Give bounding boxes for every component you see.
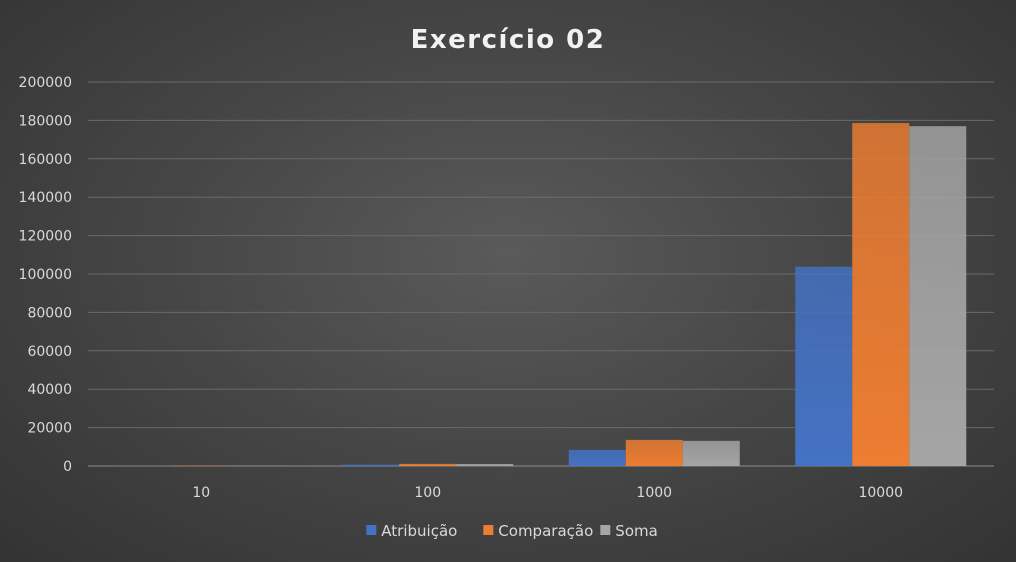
- bar-soma-100: [456, 463, 514, 466]
- y-tick-label: 100000: [19, 267, 72, 283]
- y-tick-label: 180000: [19, 113, 72, 129]
- y-tick-label: 60000: [27, 344, 72, 360]
- y-axis-ticks: 0 20000 40000 60000 80000 100000 120000 140000 1…: [19, 75, 72, 475]
- legend-label: Atribuição: [381, 522, 457, 540]
- y-tick-label: 0: [63, 459, 72, 475]
- legend-swatch: [600, 525, 611, 535]
- x-tick-label: 100: [414, 485, 441, 501]
- y-tick-label: 120000: [19, 229, 72, 245]
- bar-atribuição-100: [342, 464, 400, 466]
- legend-label: Soma: [615, 522, 658, 540]
- y-tick-label: 40000: [27, 382, 72, 398]
- bar-comparação-10000: [852, 123, 910, 466]
- y-tick-label: 80000: [27, 305, 72, 321]
- bar-atribuição-10000: [795, 266, 853, 466]
- bar-soma-10000: [909, 126, 967, 466]
- legend-label: Comparação: [498, 522, 593, 540]
- x-tick-label: 10: [192, 485, 210, 501]
- x-axis-ticks: 10 100 1000 10000: [192, 485, 903, 501]
- legend-swatch: [483, 525, 494, 535]
- x-tick-label: 1000: [636, 485, 672, 501]
- legend-swatch: [366, 525, 377, 535]
- bar-comparação-100: [399, 463, 457, 466]
- y-tick-label: 20000: [27, 421, 72, 437]
- gridlines: [88, 81, 994, 467]
- y-tick-label: 140000: [19, 190, 72, 206]
- bar-comparação-1000: [625, 439, 683, 466]
- legend: Atribuição Comparação Soma: [366, 522, 658, 540]
- bars: [115, 123, 967, 466]
- x-tick-label: 10000: [858, 485, 903, 501]
- y-tick-label: 160000: [19, 152, 72, 168]
- chart-title: Exercício 02: [411, 25, 606, 55]
- bar-atribuição-1000: [568, 449, 626, 466]
- bar-soma-1000: [682, 440, 740, 466]
- y-tick-label: 200000: [19, 75, 72, 91]
